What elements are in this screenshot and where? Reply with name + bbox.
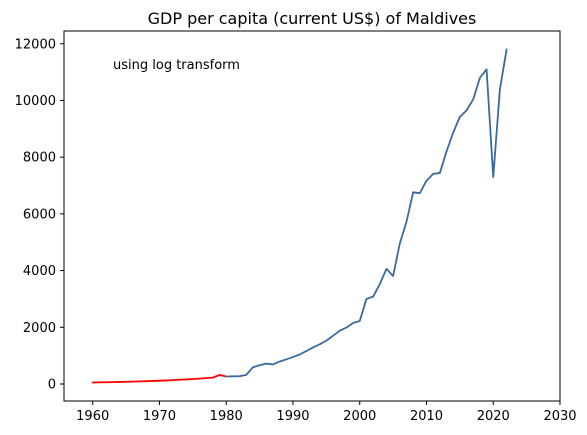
y-tick-label-3: 6000: [23, 207, 56, 222]
x-tick-label-0: 1960: [76, 409, 109, 424]
x-tick-label-2: 1980: [210, 409, 243, 424]
chart-title: GDP per capita (current US$) of Maldives: [148, 9, 477, 28]
x-tick-label-7: 2030: [543, 409, 576, 424]
y-tick-label-4: 8000: [23, 151, 56, 166]
y-tick-label-2: 4000: [23, 264, 56, 279]
x-tick-label-1: 1970: [143, 409, 176, 424]
series-layer: [91, 48, 508, 384]
x-tick-label-6: 2020: [477, 409, 510, 424]
series-line-1: [91, 374, 228, 384]
plot-area: [63, 30, 561, 402]
series-line-2: [225, 48, 508, 378]
x-axis: 1960 1970 1980 1990 2000 2010 2020 2030: [76, 401, 577, 424]
y-tick-label-1: 2000: [23, 321, 56, 336]
y-tick-label-5: 10000: [15, 94, 56, 109]
y-tick-label-0: 0: [48, 377, 56, 392]
y-tick-label-6: 12000: [15, 37, 56, 52]
x-tick-label-5: 2010: [410, 409, 443, 424]
chart-annotation: using log transform: [113, 58, 240, 73]
x-tick-label-3: 1990: [276, 409, 309, 424]
y-axis: 0 2000 4000 6000 8000 10000 12000: [15, 37, 64, 392]
x-tick-label-4: 2000: [343, 409, 376, 424]
